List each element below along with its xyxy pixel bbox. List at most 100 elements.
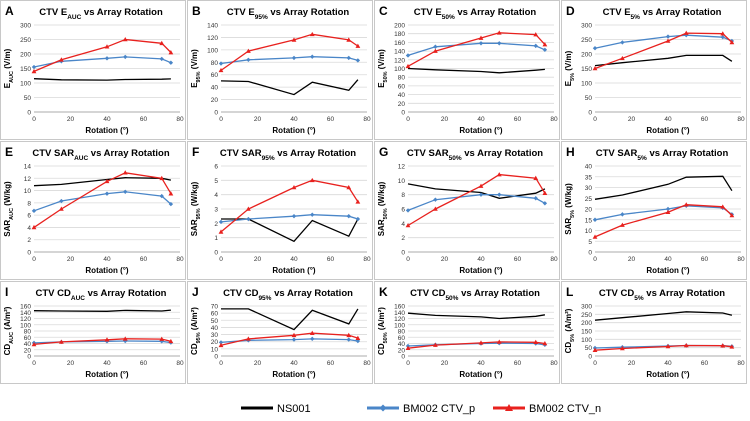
data-point (683, 343, 689, 348)
y-tick-label: 80 (398, 329, 406, 336)
data-point (346, 332, 352, 338)
data-point (123, 54, 128, 60)
x-tick-label: 0 (593, 360, 597, 367)
data-point (355, 335, 361, 340)
y-tick-label: 0 (588, 250, 592, 257)
data-point (433, 197, 438, 202)
data-point (405, 53, 411, 58)
series-line (407, 67, 545, 74)
series-ns001 (220, 79, 359, 96)
y-tick-label: 0 (214, 250, 218, 257)
y-tick-label: 150 (581, 66, 592, 73)
data-point (592, 66, 598, 71)
x-tick-label: 40 (477, 256, 485, 263)
data-point (346, 55, 351, 61)
x-tick-label: 0 (32, 116, 36, 123)
y-tick-label: 3 (214, 207, 218, 214)
y-axis-label: CDAUC (A/m²) (3, 306, 15, 355)
data-point (355, 199, 361, 204)
data-point (104, 56, 110, 61)
series-ns001 (407, 67, 545, 74)
x-tick-label: 60 (701, 116, 709, 123)
y-tick-label: 12 (398, 164, 406, 171)
data-point (245, 206, 251, 211)
data-point (346, 185, 352, 190)
y-tick-label: 0 (401, 354, 405, 361)
x-tick-label: 0 (219, 256, 223, 263)
y-tick-label: 0 (214, 354, 218, 361)
series-bm002-ctv-n (405, 339, 548, 350)
x-tick-label: 20 (254, 360, 262, 367)
data-point (291, 332, 297, 338)
data-point (31, 208, 37, 214)
x-axis-label: Rotation (°) (272, 266, 316, 275)
data-point (620, 212, 625, 217)
x-tick-label: 40 (477, 116, 485, 123)
x-tick-label: 0 (32, 360, 36, 367)
series-ns001 (33, 309, 171, 312)
y-axis-label: SAR5% (W/kg) (564, 183, 576, 235)
data-point (478, 340, 484, 345)
data-point (310, 54, 315, 59)
panel-letter: B (192, 4, 201, 18)
series-ns001 (594, 175, 733, 200)
panel-title: CTV E50% vs Array Rotation (414, 7, 537, 21)
x-tick-label: 0 (406, 256, 410, 263)
data-point (478, 183, 484, 188)
data-point (542, 47, 548, 52)
data-point (291, 185, 297, 190)
x-tick-label: 20 (254, 256, 262, 263)
x-tick-label: 60 (514, 116, 522, 123)
data-point (665, 206, 671, 212)
data-point (346, 213, 351, 219)
series-line (594, 34, 733, 49)
x-axis-label: Rotation (°) (646, 370, 690, 379)
panel-title: CTV E5% vs Array Rotation (603, 7, 722, 21)
panel-title: CTV CD50% vs Array Rotation (410, 288, 540, 302)
y-tick-label: 20 (24, 347, 32, 354)
x-tick-label: 60 (514, 360, 522, 367)
panel-letter: C (379, 4, 388, 18)
data-point (31, 68, 37, 74)
chart-panel-j: J CTV CD95% vs Array Rotation010203040506… (187, 281, 373, 384)
series-ns001 (407, 312, 546, 320)
data-point (346, 37, 352, 42)
x-tick-label: 80 (363, 360, 371, 367)
data-point (31, 224, 37, 230)
panel-border (0, 0, 186, 140)
panel-border (561, 281, 747, 384)
series-line (33, 191, 172, 212)
series-line (33, 309, 171, 312)
data-point (310, 336, 315, 342)
data-point (665, 34, 671, 39)
x-tick-label: 0 (406, 116, 410, 123)
panel-letter: E (5, 145, 13, 159)
y-tick-label: 80 (211, 60, 219, 67)
panel-letter: I (5, 285, 8, 299)
y-tick-label: 20 (211, 339, 219, 346)
data-point (246, 57, 251, 62)
y-tick-label: 2 (401, 235, 405, 242)
data-point (496, 172, 502, 177)
y-tick-label: 40 (585, 164, 593, 171)
legend-label: BM002 CTV_n (529, 403, 601, 415)
x-tick-label: 0 (593, 116, 597, 123)
series-bm002-ctv-n (31, 170, 174, 230)
y-tick-label: 60 (398, 83, 406, 90)
data-point (31, 341, 37, 347)
x-tick-label: 80 (737, 116, 745, 123)
data-point (104, 44, 110, 49)
x-tick-label: 0 (32, 256, 36, 263)
panel-letter: F (192, 145, 199, 159)
data-point (122, 336, 128, 341)
x-tick-label: 80 (737, 256, 745, 263)
x-tick-label: 20 (628, 256, 636, 263)
series-bm002-ctv-n (405, 172, 548, 228)
x-tick-label: 40 (290, 360, 298, 367)
panel-title: CTV SARAUC vs Array Rotation (32, 148, 169, 162)
x-tick-label: 40 (664, 256, 672, 263)
x-tick-label: 60 (514, 256, 522, 263)
legend-item-ns001: NS001 (241, 403, 311, 415)
y-tick-label: 50 (585, 95, 593, 102)
y-tick-label: 1 (214, 235, 218, 242)
